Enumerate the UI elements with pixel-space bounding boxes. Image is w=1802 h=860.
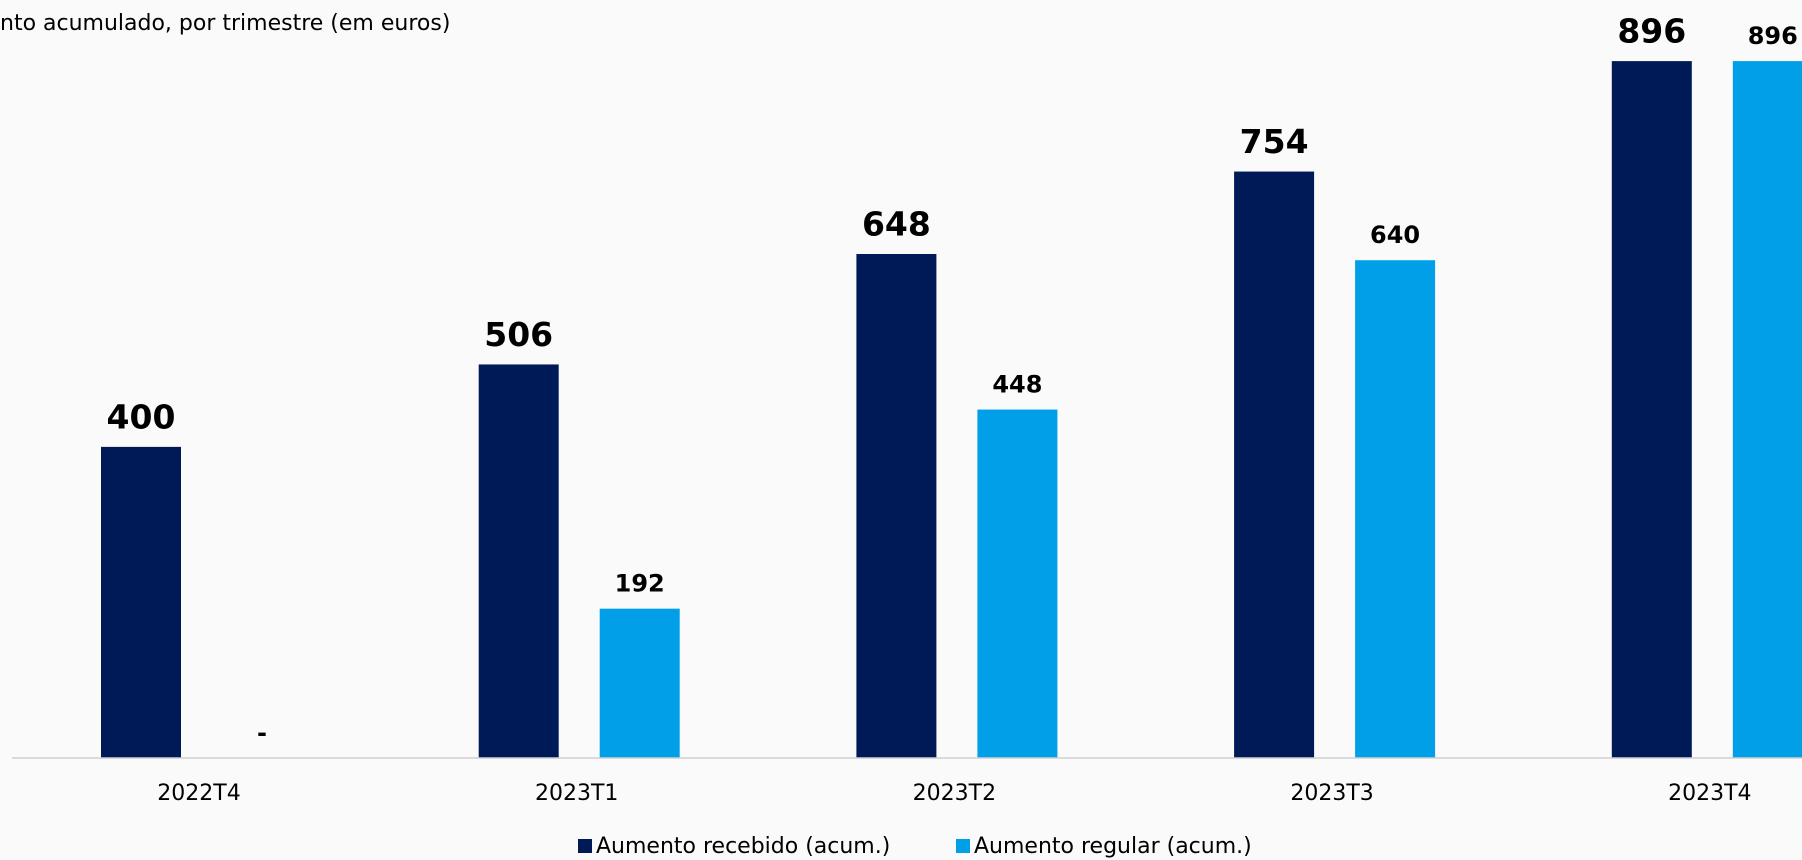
x-tick-label: 2023T3 — [1290, 781, 1373, 806]
legend-swatch — [956, 839, 970, 853]
data-label: 648 — [862, 205, 931, 244]
bar — [599, 608, 680, 758]
legend-label: Aumento recebido (acum.) — [596, 834, 890, 859]
data-label: 400 — [107, 397, 176, 436]
data-label: 754 — [1240, 122, 1309, 161]
legend-swatch — [578, 839, 592, 853]
data-label: 448 — [992, 371, 1042, 399]
bar — [101, 446, 181, 758]
bar — [1611, 61, 1692, 759]
bar — [856, 254, 937, 758]
legend-label: Aumento regular (acum.) — [974, 834, 1252, 859]
x-tick-label: 2023T2 — [913, 781, 996, 806]
data-label: - — [257, 719, 267, 747]
bar — [977, 409, 1058, 758]
bar — [1732, 61, 1802, 759]
bar — [1234, 171, 1315, 759]
data-label: 640 — [1370, 221, 1420, 249]
data-label: 896 — [1617, 12, 1686, 51]
data-label: 896 — [1748, 22, 1798, 50]
bar — [1355, 260, 1436, 758]
x-tick-label: 2022T4 — [157, 781, 240, 806]
chart-subtitle: nto acumulado, por trimestre (em euros) — [0, 11, 450, 36]
data-label: 192 — [615, 570, 665, 598]
data-label: 506 — [484, 315, 553, 354]
x-tick-label: 2023T1 — [535, 781, 618, 806]
x-tick-label: 2023T4 — [1668, 781, 1751, 806]
bar — [478, 364, 559, 758]
